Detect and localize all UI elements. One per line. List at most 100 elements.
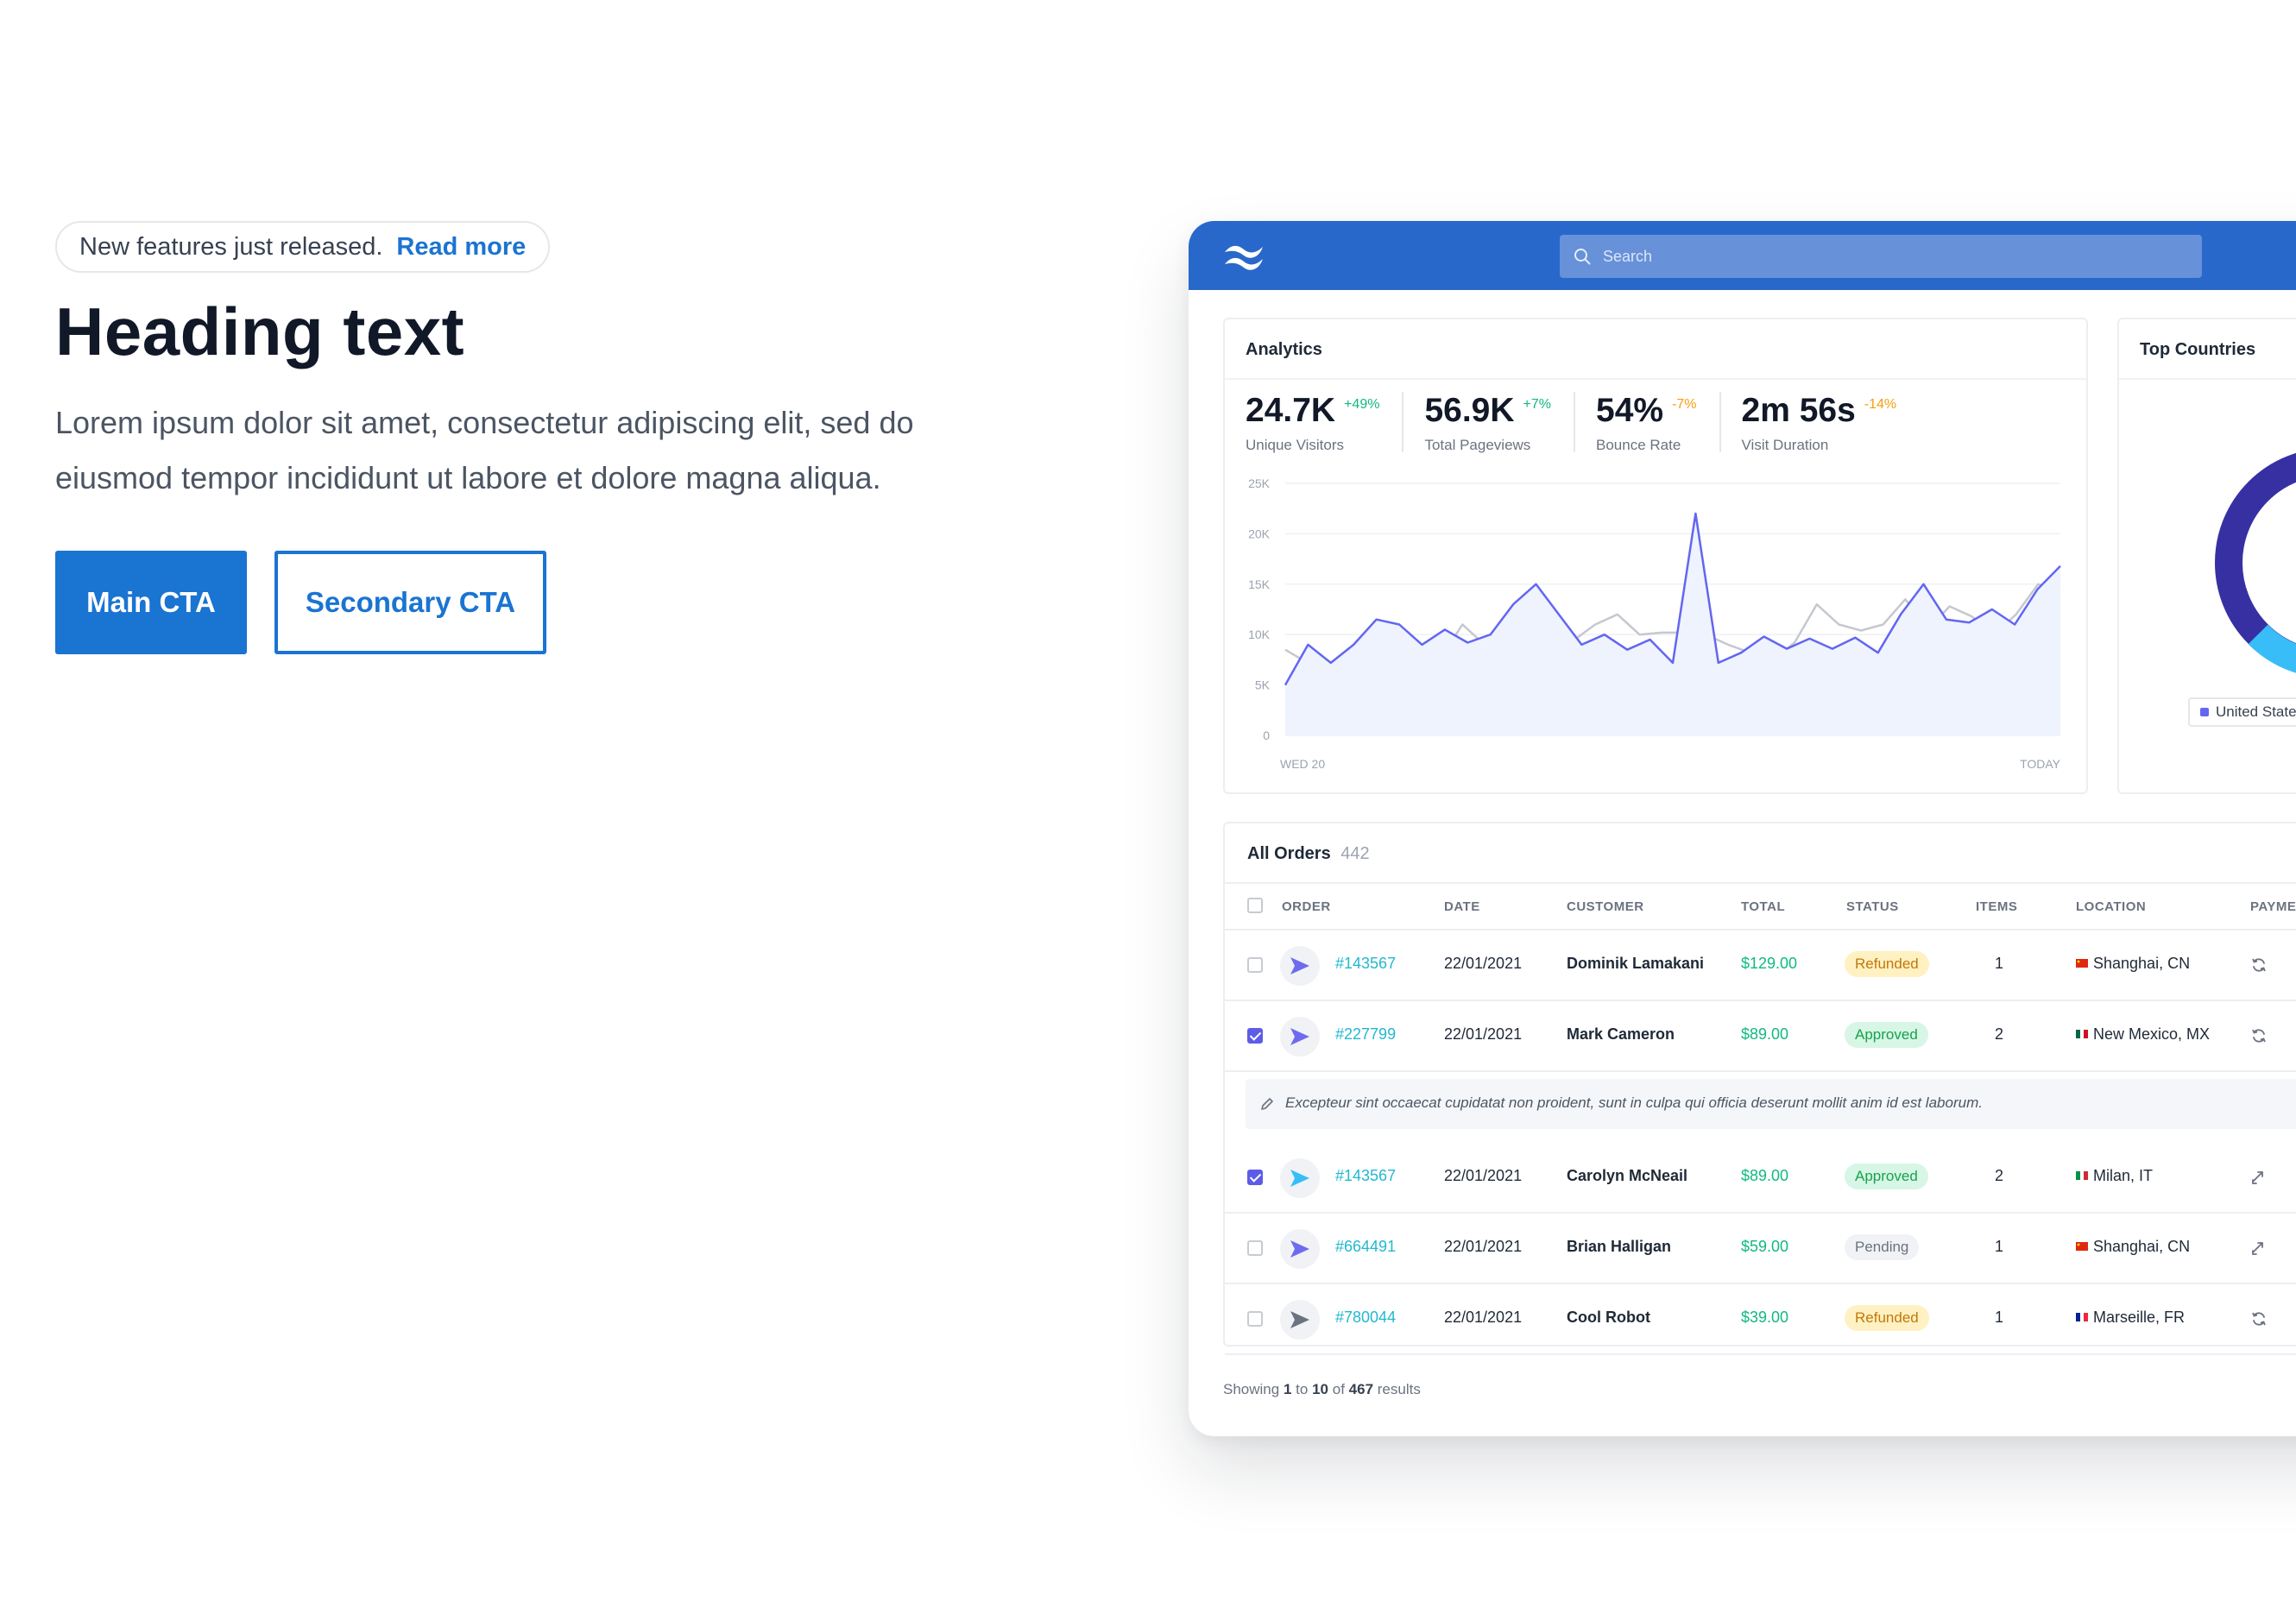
stat-label: Unique Visitors [1246,437,1345,453]
orders-title: All Orders 442 [1225,823,2296,884]
search-bar[interactable] [1560,235,2202,278]
transfer-icon[interactable] [2250,1169,2268,1186]
x-tick-label: TODAY [2020,757,2061,771]
order-date: 22/01/2021 [1444,1025,1523,1043]
secondary-cta-button[interactable]: Secondary CTA [274,550,546,654]
status-badge: Approved [1845,1164,1928,1189]
order-type-badge [1280,946,1320,986]
select-all-checkbox[interactable] [1247,898,1263,913]
series-area [1285,514,2060,735]
table-row[interactable]: #143567 22/01/2021 Dominik Lamakani $129.00… [1225,930,2296,1001]
read-more-link[interactable]: Read more [396,232,527,261]
summary-total: 467 [1348,1381,1374,1397]
stat-delta: -7% [1672,397,1697,412]
row-checkbox[interactable] [1247,957,1263,973]
stat-value: 2m 56s [1741,392,1856,429]
order-date: 22/01/2021 [1444,1238,1523,1255]
summary-to: 10 [1312,1381,1328,1397]
logo-icon[interactable] [1223,242,1265,271]
col-total[interactable]: TOTAL [1741,899,1786,914]
stats-row: 24.7K +49% Unique Visitors 56.9K +7% Tot… [1246,392,1940,453]
row-checkbox[interactable] [1247,1311,1263,1327]
x-tick-label: WED 20 [1280,757,1325,771]
analytics-line-chart: 25K 20K 15K 10K 5K 0 WED 20 TODAY [1248,476,2061,771]
col-payment[interactable]: PAYMENT [2250,899,2296,914]
analytics-title: Analytics [1225,319,2086,380]
order-customer: Brian Halligan [1567,1238,1672,1255]
order-location: New Mexico, MX [2076,1025,2210,1044]
location-text: New Mexico, MX [2093,1025,2211,1043]
hero-heading: Heading text [55,293,465,369]
orders-table-header: ORDER DATE CUSTOMER TOTAL STATUS ITEMS L… [1225,884,2296,930]
table-row[interactable]: #664491 22/01/2021 Brian Halligan $59.00 Pen… [1225,1214,2296,1284]
order-items: 1 [1995,955,2004,972]
row-checkbox[interactable] [1247,1028,1263,1044]
legend-united-states: United States [2188,697,2296,727]
cta-row: Main CTA Secondary CTA [55,550,1048,654]
col-date[interactable]: DATE [1444,899,1480,914]
table-row[interactable]: #227799 22/01/2021 Mark Cameron $89.00 Appro… [1225,1001,2296,1072]
col-status[interactable]: STATUS [1846,899,1899,914]
order-items: 1 [1995,1309,2004,1326]
stat-label: Visit Duration [1741,437,1829,453]
search-input[interactable] [1603,247,2121,266]
order-location: Shanghai, CN [2076,1238,2190,1256]
order-customer: Mark Cameron [1567,1025,1675,1043]
y-tick-label: 15K [1248,577,1271,591]
series-line [1284,512,2061,686]
pencil-icon [1261,1098,1273,1110]
order-id-link[interactable]: #780044 [1335,1309,1397,1326]
top-countries-title: Top Countries [2119,319,2296,380]
order-id-link[interactable]: #227799 [1335,1025,1397,1043]
flag-mx-icon [2076,1030,2088,1038]
stat-delta: +7% [1523,397,1551,412]
pagination-summary: Showing 1 to 10 of 467 results [1223,1381,1421,1398]
main-cta-button[interactable]: Main CTA [55,550,247,654]
order-location: Milan, IT [2076,1167,2153,1185]
order-id-link[interactable]: #664491 [1335,1238,1397,1255]
stat-delta: -14% [1864,397,1897,412]
stat-total-pageviews: 56.9K +7% Total Pageviews [1424,392,1575,453]
order-note-text: Excepteur sint occaecat cupidatat non pr… [1285,1094,1983,1111]
order-location: Shanghai, CN [2076,955,2190,973]
send-icon [1290,1311,1309,1328]
refresh-icon[interactable] [2250,1310,2268,1328]
dashboard-preview: Analytics 24.7K +49% Unique Visitors 56.… [1189,221,2296,1436]
status-badge: Pending [1845,1234,1920,1260]
table-row[interactable]: #143567 22/01/2021 Carolyn McNeail $89.00 Ap… [1225,1143,2296,1214]
order-type-badge [1280,1017,1320,1056]
transfer-icon[interactable] [2250,1239,2268,1257]
announcement-text: New features just released. [79,232,383,261]
hero-lead: Lorem ipsum dolor sit amet, consectetur … [55,404,914,495]
col-customer[interactable]: CUSTOMER [1567,899,1644,914]
order-customer: Cool Robot [1567,1309,1650,1326]
order-items: 1 [1995,1238,2004,1255]
order-id-link[interactable]: #143567 [1335,1167,1397,1184]
refresh-icon[interactable] [2250,956,2268,974]
summary-to-word: to [1296,1381,1309,1397]
table-row[interactable]: #780044 22/01/2021 Cool Robot $39.00 Refunde… [1225,1284,2296,1355]
order-total: $39.00 [1741,1309,1789,1326]
stat-value: 56.9K [1424,392,1515,429]
order-items: 2 [1995,1025,2004,1043]
send-icon [1290,1240,1309,1258]
send-icon [1290,1170,1309,1187]
order-type-badge [1280,1229,1320,1269]
col-location[interactable]: LOCATION [2076,899,2147,914]
row-checkbox[interactable] [1247,1170,1263,1185]
refresh-icon[interactable] [2250,1027,2268,1044]
col-items[interactable]: ITEMS [1976,899,2018,914]
status-badge: Refunded [1845,951,1929,977]
order-type-badge [1280,1158,1320,1198]
dashboard-topbar [1189,221,2296,290]
status-badge: Refunded [1845,1305,1929,1331]
status-badge: Approved [1845,1022,1928,1048]
y-tick-label: 25K [1248,476,1271,490]
order-customer: Carolyn McNeail [1567,1167,1688,1184]
col-order[interactable]: ORDER [1282,899,1331,914]
summary-of-word: of [1332,1381,1345,1397]
row-checkbox[interactable] [1247,1240,1263,1256]
location-text: Shanghai, CN [2093,955,2191,972]
order-id-link[interactable]: #143567 [1335,955,1397,972]
summary-from: 1 [1283,1381,1292,1397]
